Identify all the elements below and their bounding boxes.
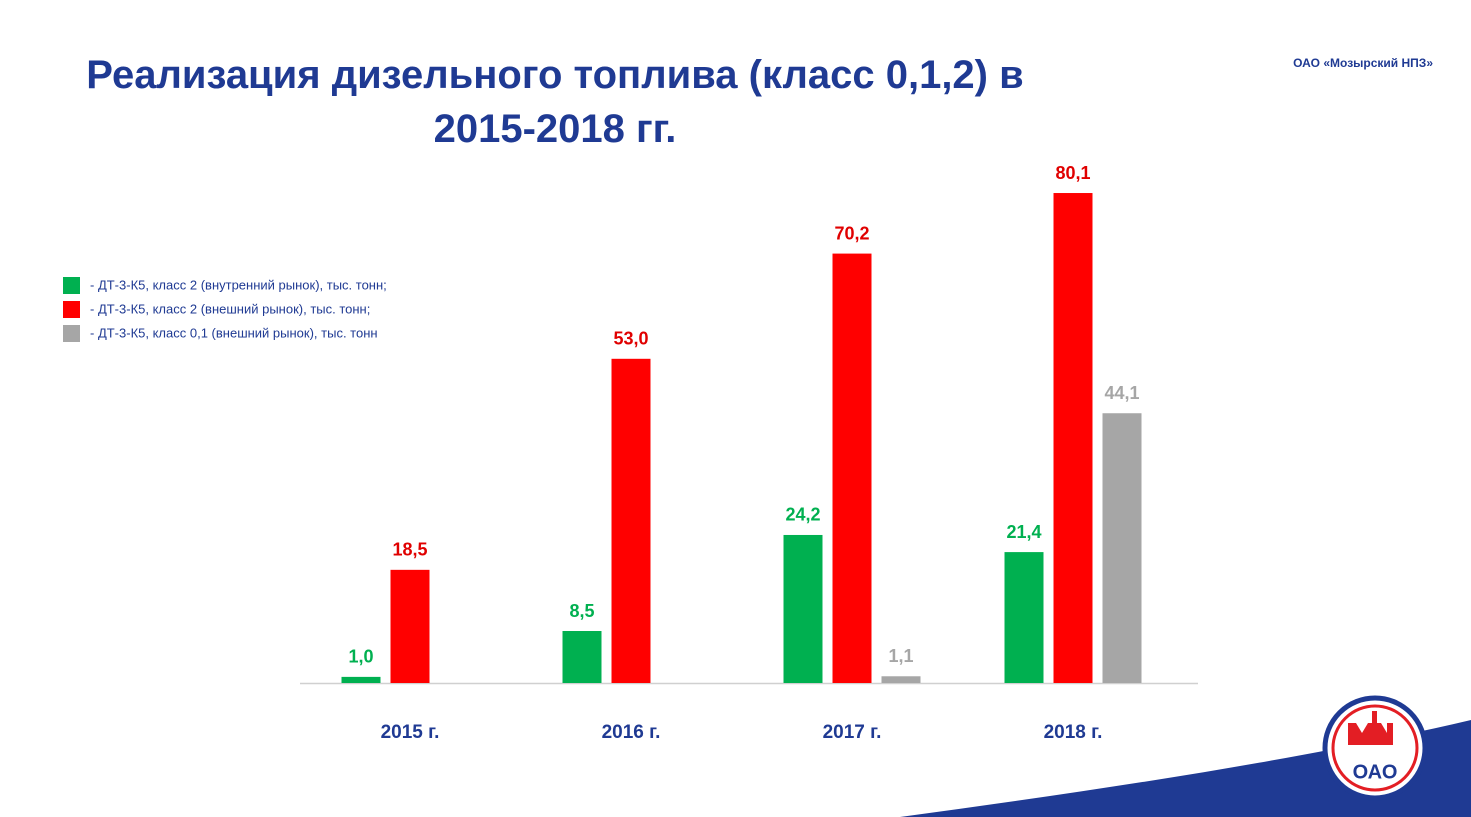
bar [341,676,381,683]
bar [611,358,651,683]
company-name: ОАО «Мозырский НПЗ» [1293,56,1433,70]
value-label: 44,1 [1104,383,1139,403]
x-tick-label: 2015 г. [381,722,440,743]
bar [783,534,823,683]
value-label: 80,1 [1055,163,1090,183]
legend-label: - ДТ-3-К5, класс 2 (внутренний рынок), т… [90,277,387,292]
value-label: 53,0 [613,329,648,349]
x-tick-label: 2016 г. [602,722,661,743]
decor-swoosh [900,720,1471,817]
bar [832,253,872,683]
bar [1004,552,1044,683]
bar [1102,413,1142,683]
chart-title: Реализация дизельного топлива (класс 0,1… [86,53,1024,151]
legend-label: - ДТ-3-К5, класс 0,1 (внешний рынок), ты… [90,325,378,340]
legend-marker [63,325,80,342]
legend-marker [63,301,80,318]
x-tick-label: 2018 г. [1044,722,1103,743]
value-label: 21,4 [1006,522,1041,542]
value-label: 1,1 [888,646,913,666]
value-label: 8,5 [569,601,594,621]
value-label: 24,2 [785,505,820,525]
x-tick-label: 2017 г. [823,722,882,743]
value-label: 18,5 [392,540,427,560]
value-label: 1,0 [348,647,373,667]
legend-label: - ДТ-3-К5, класс 2 (внешний рынок), тыс.… [90,301,370,316]
bar [390,569,430,683]
legend-marker [63,277,80,294]
logo-mark [1348,711,1393,745]
bar [881,676,921,683]
bar [562,631,602,683]
logo-text: ОАО [1353,761,1398,783]
value-label: 70,2 [834,223,869,243]
bar [1053,193,1093,683]
